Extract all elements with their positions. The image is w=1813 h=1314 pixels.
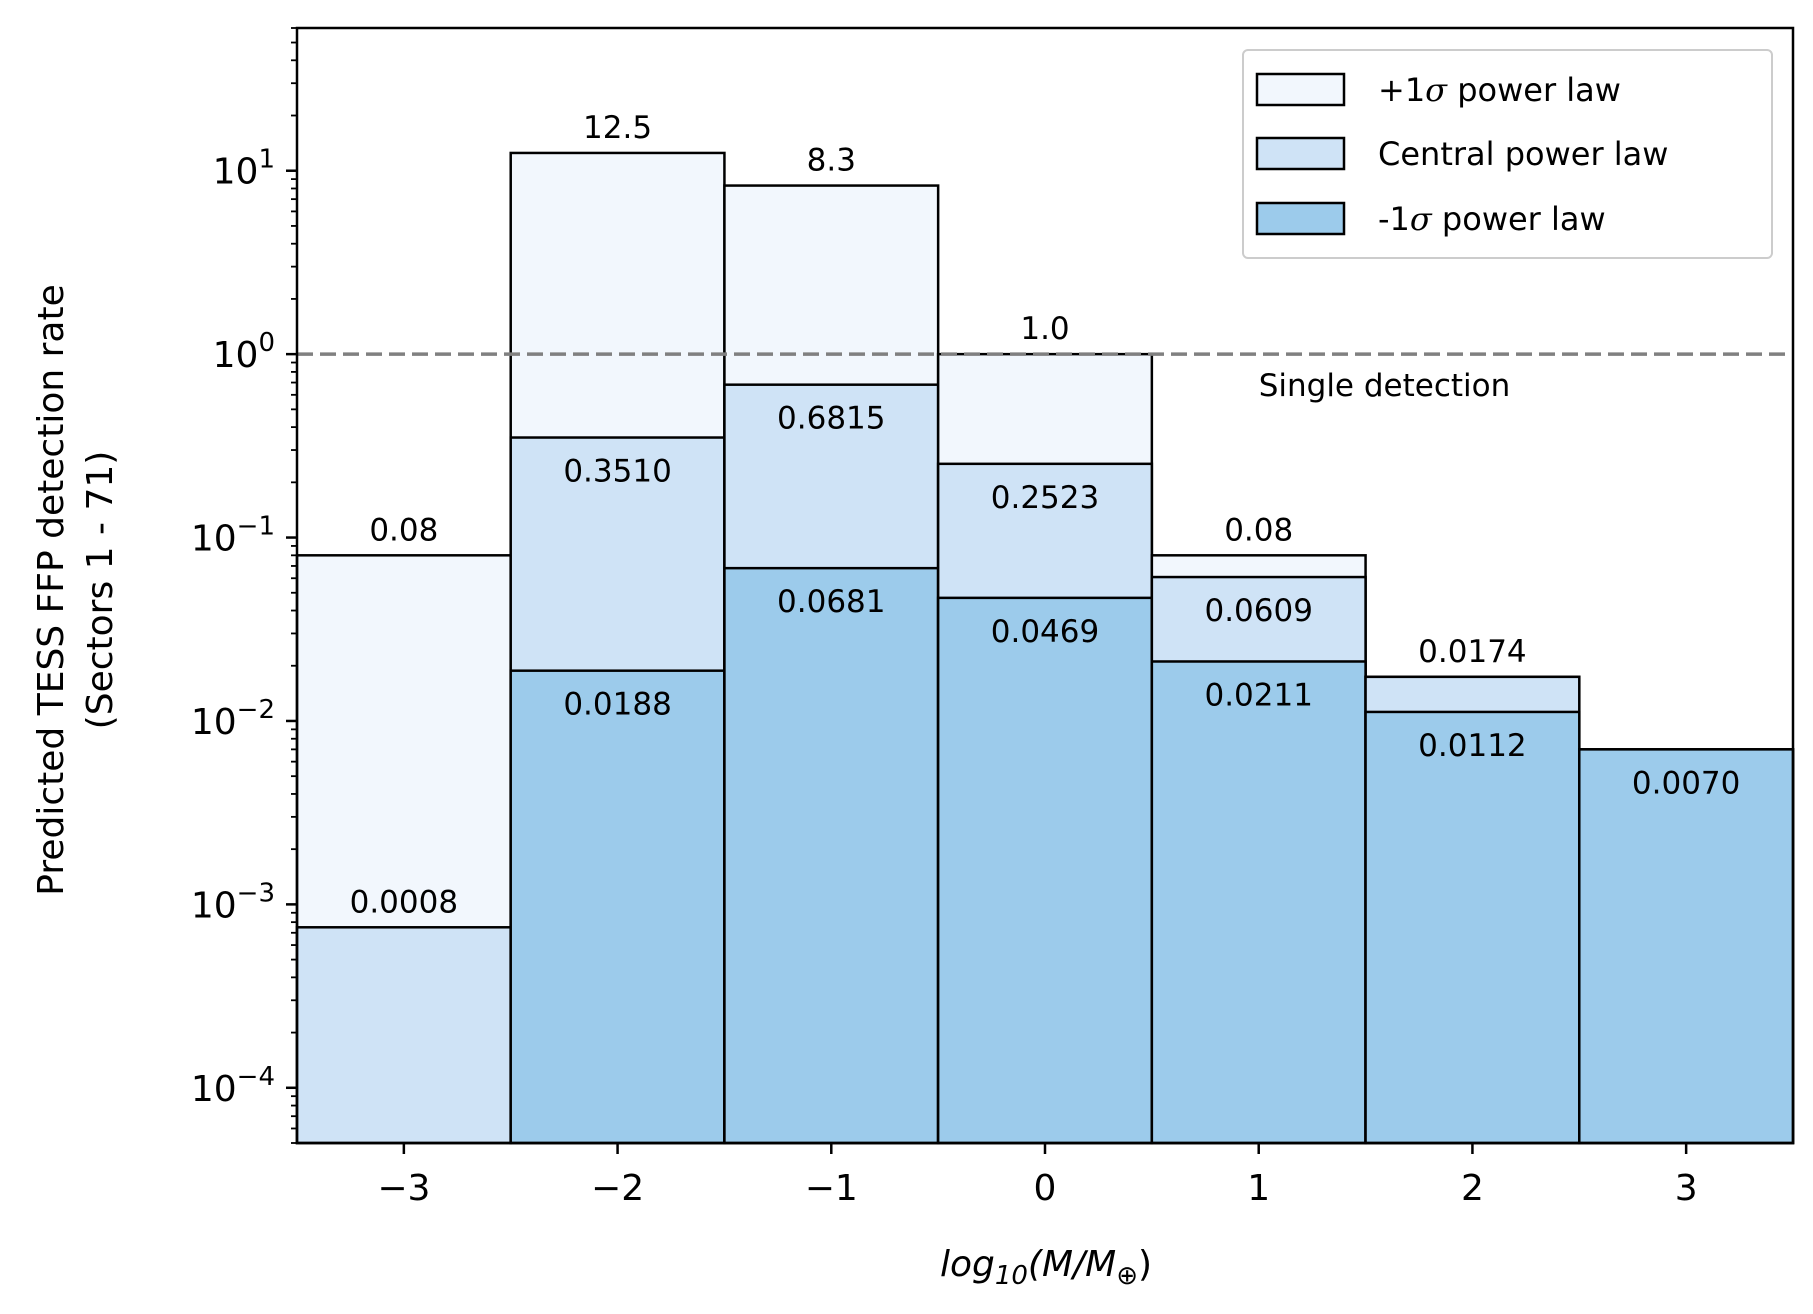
legend: +1σ power law Central power law -1σ powe… — [1242, 49, 1773, 259]
data-label-s2-bin2: 0.0681 — [777, 584, 885, 620]
x-axis-title-close: ) — [1138, 1244, 1152, 1285]
bar-s2-bin6 — [1578, 748, 1795, 1145]
x-axis-title: log10(M/M⊕) — [940, 1244, 1152, 1291]
x-axis-title-sub: 10 — [995, 1261, 1028, 1291]
x-axis-title-log: log — [940, 1244, 995, 1285]
x-tick-label-1: −2 — [591, 1168, 644, 1209]
data-label-s2-bin4: 0.0211 — [1204, 677, 1312, 713]
bar-s2-bin4 — [1150, 660, 1367, 1145]
data-label-s2-bin1: 0.0188 — [563, 687, 671, 723]
data-label-s1-bin4: 0.0609 — [1204, 593, 1312, 629]
legend-swatch-central — [1255, 136, 1346, 171]
x-tick-label-4: 1 — [1247, 1168, 1270, 1209]
single-detection-label: Single detection — [1259, 368, 1511, 404]
bar-s2-bin2 — [723, 566, 940, 1145]
data-label-s0-bin4: 0.08 — [1224, 512, 1293, 548]
bar-s2-bin3 — [936, 596, 1154, 1145]
y-tick-label-0: 101 — [213, 145, 275, 193]
legend-label-minus-sigma: -1σ power law — [1378, 200, 1606, 238]
bar-s2-bin1 — [509, 669, 726, 1145]
x-tick-label-3: 0 — [1034, 1168, 1057, 1209]
legend-swatch-plus-sigma — [1255, 72, 1346, 107]
plot-area — [295, 151, 1795, 1145]
bar-s2-bin5 — [1364, 710, 1581, 1145]
x-tick-label-2: −1 — [805, 1168, 858, 1209]
data-label-s2-bin3: 0.0469 — [991, 614, 1099, 650]
data-label-s1-bin0: 0.0008 — [350, 884, 458, 920]
y-tick-label-5: 10−4 — [191, 1062, 275, 1110]
y-tick-label-3: 10−2 — [191, 695, 275, 743]
y-tick-label-4: 10−3 — [191, 878, 275, 926]
y-axis-title-line2: (Sectors 1 - 71) — [80, 451, 121, 730]
data-label-s0-bin5: 0.0174 — [1418, 634, 1526, 670]
legend-frame — [1242, 49, 1773, 259]
legend-label-plus-sigma: +1σ power law — [1378, 71, 1621, 109]
data-label-s2-bin5: 0.0112 — [1418, 728, 1526, 764]
data-label-s1-bin1: 0.3510 — [563, 454, 671, 490]
x-axis-title-earth: ⊕ — [1116, 1261, 1138, 1291]
data-label-s1-bin2: 0.6815 — [777, 401, 885, 437]
axis-ticks: −3 −2 −1 0 1 2 3 101 100 10−1 10−2 10−3 10−4 — [191, 26, 1795, 1209]
legend-item-plus-sigma: +1σ power law — [1255, 71, 1621, 109]
data-label-s0-bin1: 12.5 — [583, 110, 652, 146]
legend-item-central: Central power law — [1255, 135, 1668, 173]
x-tick-label-0: −3 — [377, 1168, 430, 1209]
data-labels: Single detection 0.08 12.5 8.3 1.0 0.08 0.0174… — [350, 110, 1741, 920]
legend-item-minus-sigma: -1σ power law — [1255, 200, 1606, 238]
legend-label-central: Central power law — [1378, 135, 1668, 173]
x-tick-label-6: 3 — [1675, 1168, 1698, 1209]
y-tick-label-2: 10−1 — [191, 512, 275, 560]
data-label-s0-bin2: 8.3 — [807, 143, 856, 179]
legend-swatch-minus-sigma — [1255, 201, 1346, 236]
x-tick-label-5: 2 — [1461, 1168, 1484, 1209]
bar-s1-bin0 — [295, 926, 512, 1145]
data-label-s2-bin6: 0.0070 — [1632, 765, 1740, 801]
data-label-s0-bin3: 1.0 — [1020, 311, 1069, 347]
data-label-s0-bin0: 0.08 — [369, 512, 438, 548]
y-axis-title-line1: Predicted TESS FFP detection rate — [31, 284, 72, 895]
data-label-s1-bin3: 0.2523 — [991, 480, 1099, 516]
x-axis-title-mass: (M/M — [1028, 1244, 1116, 1285]
y-tick-label-1: 100 — [213, 328, 275, 376]
